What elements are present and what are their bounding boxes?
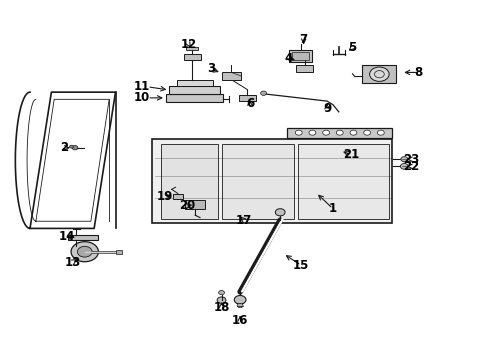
Text: 22: 22 (403, 160, 419, 173)
Text: 13: 13 (65, 256, 81, 269)
Circle shape (336, 130, 343, 135)
Circle shape (234, 296, 246, 304)
Text: 19: 19 (156, 190, 172, 203)
Polygon shape (172, 194, 183, 199)
Polygon shape (169, 86, 220, 94)
Text: 21: 21 (343, 148, 360, 161)
Text: 6: 6 (246, 98, 254, 111)
Polygon shape (166, 94, 223, 102)
Text: 18: 18 (213, 301, 230, 314)
Circle shape (323, 130, 330, 135)
Polygon shape (289, 50, 313, 62)
Circle shape (401, 157, 408, 162)
Circle shape (377, 130, 384, 135)
Text: 20: 20 (179, 199, 196, 212)
Circle shape (350, 130, 357, 135)
Text: 7: 7 (299, 33, 308, 46)
Polygon shape (68, 234, 98, 240)
Text: 1: 1 (329, 202, 337, 215)
Polygon shape (362, 65, 396, 83)
Circle shape (400, 163, 408, 169)
Polygon shape (222, 144, 294, 219)
Circle shape (275, 209, 285, 216)
Circle shape (261, 91, 267, 95)
Polygon shape (176, 80, 213, 86)
Polygon shape (221, 72, 241, 80)
Circle shape (364, 130, 370, 135)
Circle shape (71, 242, 98, 262)
Text: 16: 16 (232, 314, 248, 327)
Circle shape (369, 67, 389, 81)
Text: 12: 12 (181, 38, 197, 51)
Polygon shape (293, 52, 309, 59)
Text: 14: 14 (58, 230, 75, 243)
Text: 5: 5 (348, 41, 357, 54)
Text: 15: 15 (293, 259, 309, 272)
Text: 10: 10 (133, 91, 149, 104)
Circle shape (217, 297, 226, 303)
Polygon shape (186, 47, 198, 50)
Circle shape (295, 130, 302, 135)
Circle shape (237, 303, 243, 308)
Text: 9: 9 (323, 102, 331, 115)
Polygon shape (152, 139, 392, 223)
Polygon shape (287, 128, 392, 138)
Polygon shape (116, 250, 122, 253)
Text: 4: 4 (285, 51, 293, 64)
Polygon shape (161, 144, 218, 219)
Text: 23: 23 (403, 153, 419, 166)
Circle shape (77, 246, 92, 257)
Text: 17: 17 (236, 214, 252, 227)
Text: 2: 2 (60, 141, 68, 154)
Circle shape (219, 291, 224, 295)
Circle shape (72, 145, 78, 150)
Circle shape (309, 130, 316, 135)
Polygon shape (239, 95, 256, 101)
Polygon shape (298, 144, 389, 219)
Text: 8: 8 (415, 66, 422, 79)
Polygon shape (296, 65, 314, 72)
Text: 11: 11 (133, 80, 149, 93)
Polygon shape (184, 54, 201, 60)
Circle shape (70, 145, 74, 148)
Polygon shape (185, 200, 205, 210)
Text: 3: 3 (207, 62, 215, 75)
